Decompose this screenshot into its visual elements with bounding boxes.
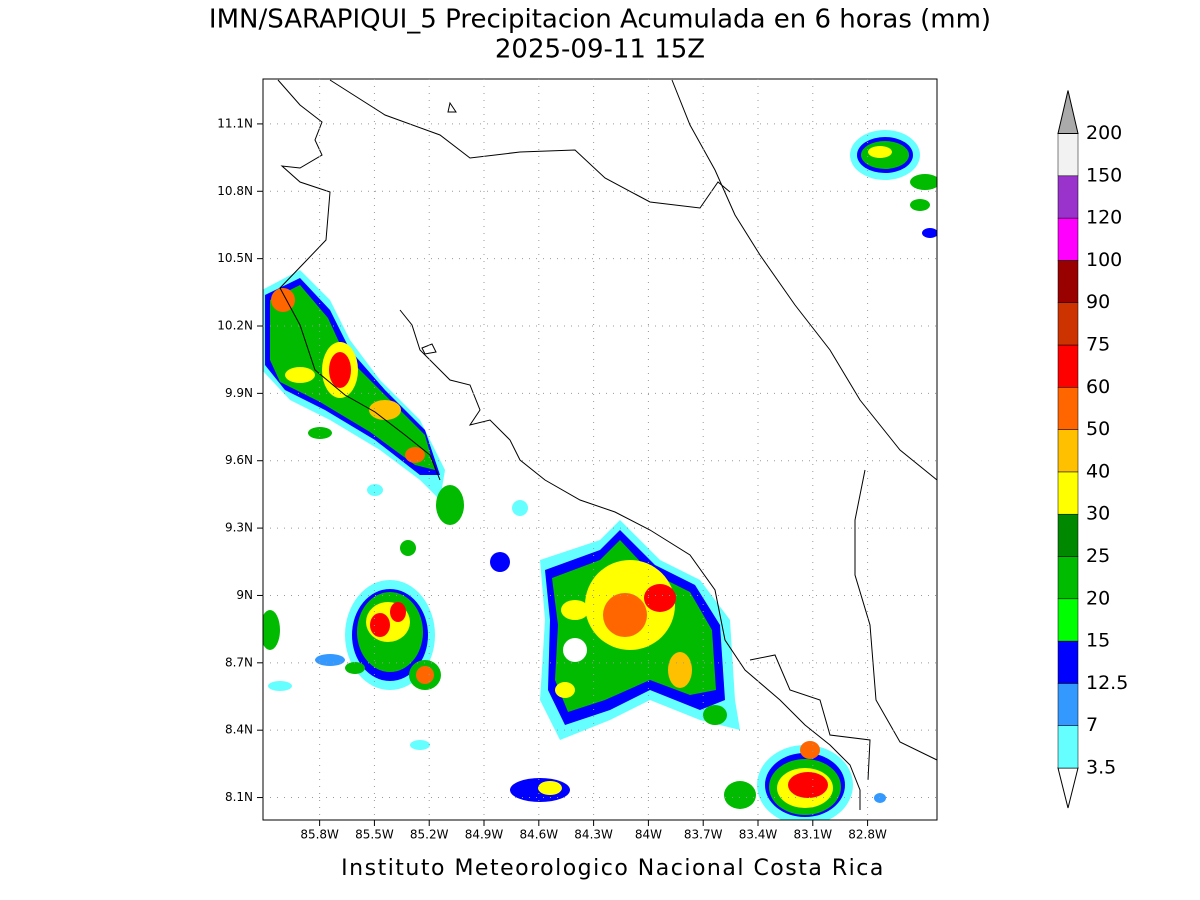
x-tick-label: 83.1W [793, 828, 832, 842]
colorbar-box [1057, 133, 1079, 177]
colorbar-label: 90 [1086, 291, 1110, 313]
colorbar-box [1057, 302, 1079, 346]
colorbar-label: 200 [1086, 122, 1122, 144]
colorbar-box [1057, 387, 1079, 430]
y-tick-label: 10.5N [217, 251, 253, 265]
colorbar-label: 12.5 [1086, 672, 1128, 694]
island [421, 343, 437, 355]
y-tick-label: 8.7N [225, 655, 253, 669]
colorbar-label: 3.5 [1086, 757, 1116, 779]
x-tick-label: 85.2W [410, 828, 449, 842]
colorbar-box [1057, 429, 1079, 473]
colorbar-box [1057, 217, 1079, 261]
colorbar-box [1057, 640, 1079, 684]
x-tick-label: 83.4W [739, 828, 778, 842]
title: IMN/SARAPIQUI_5 Precipitacion Acumulada … [209, 5, 991, 35]
map-frame [262, 78, 938, 821]
x-tick-label: 85.5W [355, 828, 394, 842]
colorbar-label: 20 [1086, 587, 1110, 609]
colorbar-label: 30 [1086, 503, 1110, 525]
coastline [749, 654, 871, 781]
y-tick-label: 9N [236, 588, 253, 602]
colorbar-box [1057, 598, 1079, 642]
subtitle: 2025-09-11 15Z [495, 35, 705, 65]
y-tick-label: 9.9N [225, 386, 253, 400]
y-tick-label: 9.6N [225, 453, 253, 467]
border [329, 79, 731, 209]
x-tick-label: 83.7W [684, 828, 723, 842]
colorbar-box [1057, 260, 1079, 303]
coastlines [277, 79, 938, 810]
x-tick-label: 84W [635, 828, 662, 842]
rain-spots [263, 427, 886, 803]
x-tick-label: 85.8W [300, 828, 339, 842]
colorbar-label: 75 [1086, 334, 1110, 356]
y-tick-label: 10.2N [217, 319, 253, 333]
colorbar-label: 7 [1086, 714, 1098, 736]
x-tick-label: 82.8W [848, 828, 887, 842]
colorbar-end [1057, 90, 1079, 134]
y-tick-label: 8.4N [225, 723, 253, 737]
colorbar-box [1057, 175, 1079, 219]
colorbar-label: 60 [1086, 376, 1110, 398]
colorbar-label: 25 [1086, 545, 1110, 567]
colorbar-box [1057, 556, 1079, 600]
y-tick-label: 11.1N [217, 116, 253, 130]
x-tick-label: 84.6W [520, 828, 559, 842]
colorbar-box [1057, 683, 1079, 726]
colorbar-box [1057, 344, 1079, 388]
coastline [399, 309, 861, 810]
x-tick-label: 84.3W [574, 828, 613, 842]
rain-area [345, 580, 441, 690]
precipitation-field [263, 130, 937, 820]
colorbar-end [1057, 767, 1079, 809]
island [447, 101, 457, 113]
rain-area [510, 741, 853, 820]
coastline [671, 79, 938, 481]
footer: Instituto Meteorologico Nacional Costa R… [341, 856, 885, 881]
y-tick-label: 9.3N [225, 521, 253, 535]
rain-area [850, 130, 937, 238]
colorbar-box [1057, 513, 1079, 557]
x-tick-label: 84.9W [465, 828, 504, 842]
y-tick-label: 8.1N [225, 790, 253, 804]
colorbar-label: 120 [1086, 207, 1122, 229]
colorbar-box [1057, 471, 1079, 515]
colorbar-label: 100 [1086, 249, 1122, 271]
colorbar-label: 150 [1086, 164, 1122, 186]
rain-area [540, 520, 740, 740]
colorbar-box [1057, 725, 1079, 769]
colorbar-label: 50 [1086, 418, 1110, 440]
colorbar-label: 15 [1086, 630, 1110, 652]
coastline [277, 79, 441, 481]
rain-area [263, 270, 445, 500]
colorbar-label: 40 [1086, 460, 1110, 482]
y-tick-label: 10.8N [217, 184, 253, 198]
border [854, 469, 938, 761]
